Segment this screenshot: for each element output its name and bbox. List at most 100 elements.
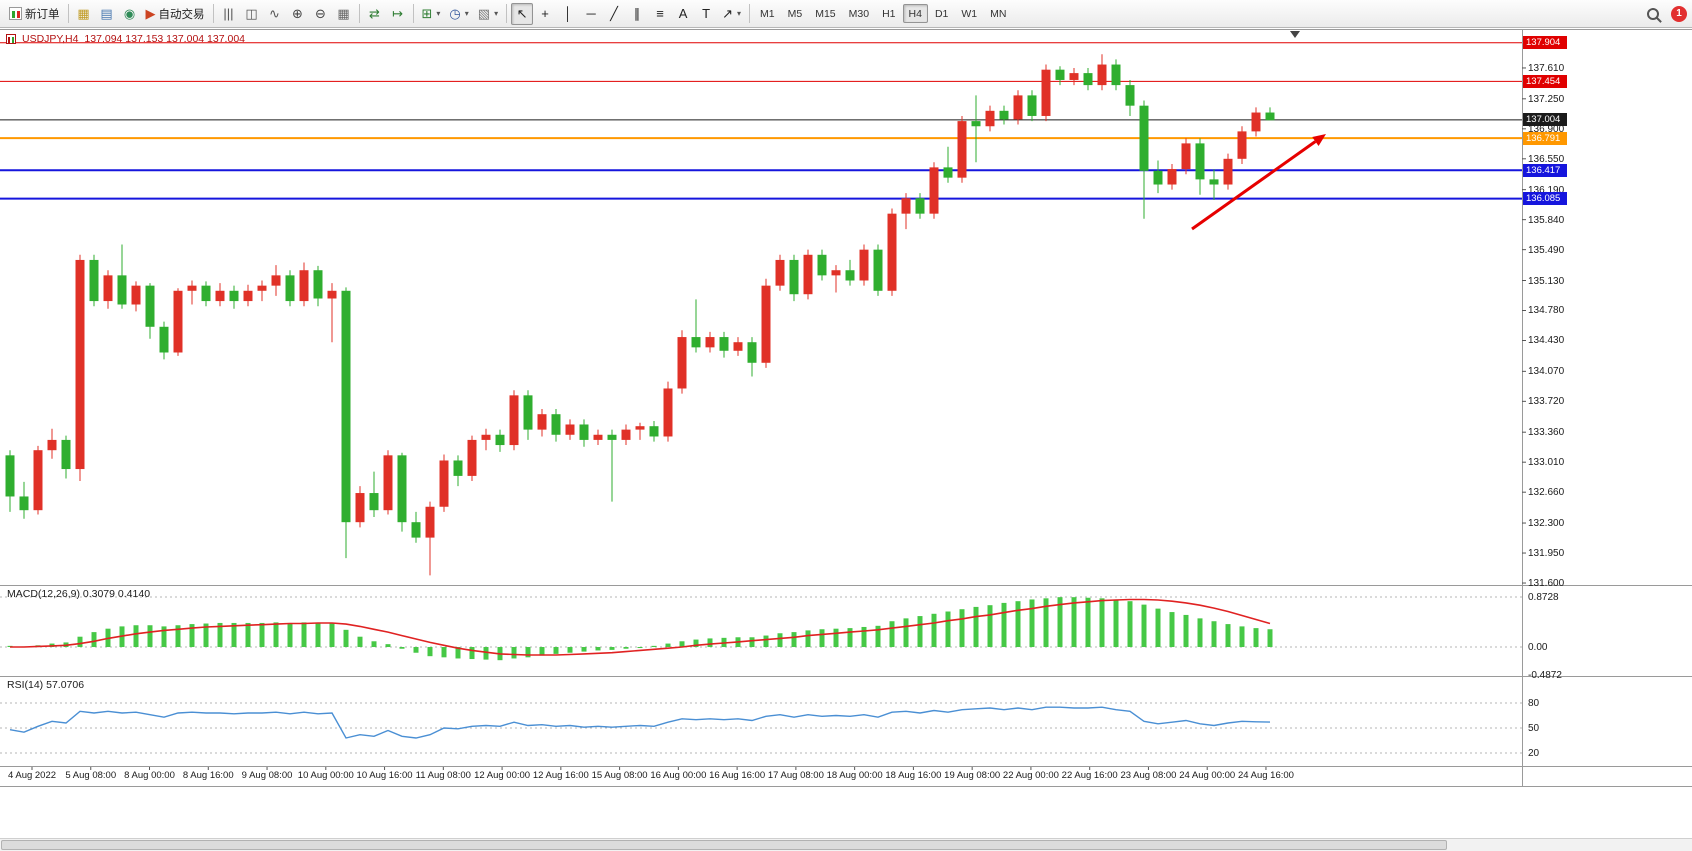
- indicator-level-lines: [0, 596, 1522, 754]
- candles: [5, 54, 1275, 576]
- price-scale-label: 134.780: [1528, 305, 1565, 317]
- autotrading-button[interactable]: ▶ 自动交易: [142, 3, 209, 25]
- chart-shift-marker[interactable]: [1290, 31, 1300, 38]
- time-label: 24 Aug 16:00: [1237, 770, 1294, 781]
- new-order-button[interactable]: 新订单: [5, 3, 64, 25]
- candlestick-type-button[interactable]: ◫: [241, 3, 263, 25]
- text-button[interactable]: A: [672, 3, 694, 25]
- strategy-tester-icon: ◉: [123, 6, 136, 21]
- symbol-title: USDJPY,H4: [22, 33, 79, 45]
- zoom-in-button[interactable]: ⊕: [287, 3, 309, 25]
- timeframe-w1-button[interactable]: W1: [961, 7, 978, 20]
- price-scale-label: 136.550: [1528, 153, 1565, 165]
- dropdown-arrow-icon: ▾: [464, 9, 469, 18]
- crosshair-icon: +: [541, 6, 549, 21]
- timeframe-d1-button[interactable]: D1: [934, 7, 949, 20]
- notification-badge[interactable]: 1: [1671, 5, 1687, 22]
- toolbar-separator: [749, 4, 751, 23]
- channel-button[interactable]: ∥: [626, 3, 648, 25]
- templates-icon: ▧: [477, 6, 491, 21]
- price-scale-label: 136.900: [1528, 123, 1565, 135]
- time-label: 24 Aug 00:00: [1179, 770, 1236, 781]
- new-order-button-label: 新订单: [25, 8, 60, 21]
- time-label: 8 Aug 16:00: [182, 770, 234, 781]
- price-level-badge: 136.417: [1523, 163, 1567, 177]
- zoom-out-icon: ⊖: [315, 6, 326, 21]
- text-label-button[interactable]: T: [695, 3, 717, 25]
- ohlc-values: 137.094 137.153 137.004 137.004: [84, 33, 245, 45]
- cursor-button[interactable]: ↖: [511, 2, 534, 25]
- horizontal-line-button[interactable]: ─: [580, 3, 602, 25]
- arrows-icon: ↗: [722, 6, 733, 21]
- trend-arrow[interactable]: [1191, 134, 1326, 231]
- price-scale-label: 133.360: [1528, 427, 1565, 439]
- timeframe-m5-button[interactable]: M5: [787, 7, 803, 20]
- chart-symbol-icon: [6, 34, 16, 44]
- time-label: 8 Aug 00:00: [124, 770, 175, 781]
- timeframe-mn-button[interactable]: MN: [990, 7, 1007, 20]
- time-axis[interactable]: 4 Aug 2022 5 Aug 08:00 8 Aug 00:00 8 Aug 16…: [0, 767, 1692, 786]
- price-scale-label: 136.190: [1528, 184, 1565, 196]
- time-label: 22 Aug 00:00: [1002, 770, 1059, 781]
- toolbar: 新订单 ▦ ▤ ◉ ▶ 自动交易 ||| ◫ ∿ ⊕ ⊖ ▦ ⇄ ↦ ⊞ ▾ ◷ ▾ ▧ ▾ ↖ + │ ─ ╱ ∥ ≡ A T ↗ ▾ M1…: [0, 0, 1692, 28]
- time-label: 9 Aug 08:00: [241, 770, 293, 781]
- tile-windows-button[interactable]: ▦: [333, 3, 355, 25]
- fibonacci-icon: ≡: [656, 6, 664, 21]
- chart-shift-button[interactable]: ↦: [387, 3, 409, 25]
- auto-scroll-button[interactable]: ⇄: [364, 3, 386, 25]
- vertical-line-button[interactable]: │: [557, 3, 579, 25]
- time-label: 12 Aug 00:00: [474, 770, 531, 781]
- price-scale[interactable]: 137.610 137.250 136.900 136.550 136.190 135.8…: [1522, 28, 1692, 788]
- dropdown-arrow-icon: ▾: [737, 9, 742, 18]
- timeframe-m1-button[interactable]: M1: [760, 7, 775, 20]
- toolbar-separator: [67, 4, 69, 23]
- trendline-button[interactable]: ╱: [603, 3, 625, 25]
- crosshair-button[interactable]: +: [534, 3, 556, 25]
- arrows-button[interactable]: ↗ ▾: [718, 3, 745, 25]
- bar-chart-type-button[interactable]: |||: [218, 3, 240, 25]
- search-button[interactable]: [1642, 3, 1664, 25]
- fibonacci-button[interactable]: ≡: [649, 3, 671, 25]
- new-chart-icon: ▦: [77, 6, 90, 21]
- time-label: 23 Aug 08:00: [1120, 770, 1177, 781]
- rsi-scale-label: 20: [1528, 748, 1540, 759]
- zoom-in-icon: ⊕: [292, 6, 303, 21]
- timeframe-m15-button[interactable]: M15: [815, 7, 836, 20]
- profiles-button[interactable]: ▤: [96, 3, 118, 25]
- templates-button[interactable]: ▧ ▾: [474, 3, 502, 25]
- time-label: 18 Aug 16:00: [885, 770, 942, 781]
- horizontal-scrollbar[interactable]: [0, 838, 1692, 851]
- text-label-icon: T: [702, 6, 711, 21]
- symbol-ohlc-info: USDJPY,H4 137.094 137.153 137.004 137.00…: [6, 33, 245, 45]
- timeframe-m30-button[interactable]: M30: [848, 7, 870, 20]
- zoom-out-button[interactable]: ⊖: [310, 3, 332, 25]
- time-label: 22 Aug 16:00: [1061, 770, 1118, 781]
- periods-button[interactable]: ◷ ▾: [445, 3, 472, 25]
- macd-scale-label: -0.4872: [1528, 669, 1562, 681]
- price-scale-label: 134.070: [1528, 366, 1565, 378]
- timeframe-h4-button[interactable]: H4: [902, 4, 928, 23]
- price-level-badge: 137.904: [1523, 36, 1567, 50]
- autotrading-button-label: 自动交易: [158, 8, 205, 21]
- axis-ticks: [31, 67, 1526, 770]
- macd-name: MACD(12,26,9): [7, 588, 80, 600]
- scrollbar-thumb[interactable]: [1, 840, 1447, 850]
- toolbar-separator: [506, 4, 508, 23]
- strategy-tester-button[interactable]: ◉: [119, 3, 141, 25]
- trendline-icon: ╱: [610, 6, 618, 21]
- vertical-line-icon: │: [564, 6, 573, 21]
- timeframe-h1-button[interactable]: H1: [882, 7, 896, 20]
- price-scale-label: 131.950: [1528, 548, 1565, 560]
- rsi-line: [9, 706, 1271, 739]
- time-label: 4 Aug 2022: [7, 770, 57, 781]
- time-label: 18 Aug 00:00: [826, 770, 883, 781]
- indicators-button[interactable]: ⊞ ▾: [418, 3, 445, 25]
- macd-histogram: [7, 597, 1273, 661]
- new-chart-button[interactable]: ▦: [73, 3, 95, 25]
- line-chart-type-button[interactable]: ∿: [264, 3, 286, 25]
- toolbar-separator: [412, 4, 414, 23]
- price-scale-label: 133.010: [1528, 457, 1565, 469]
- time-label: 17 Aug 08:00: [767, 770, 824, 781]
